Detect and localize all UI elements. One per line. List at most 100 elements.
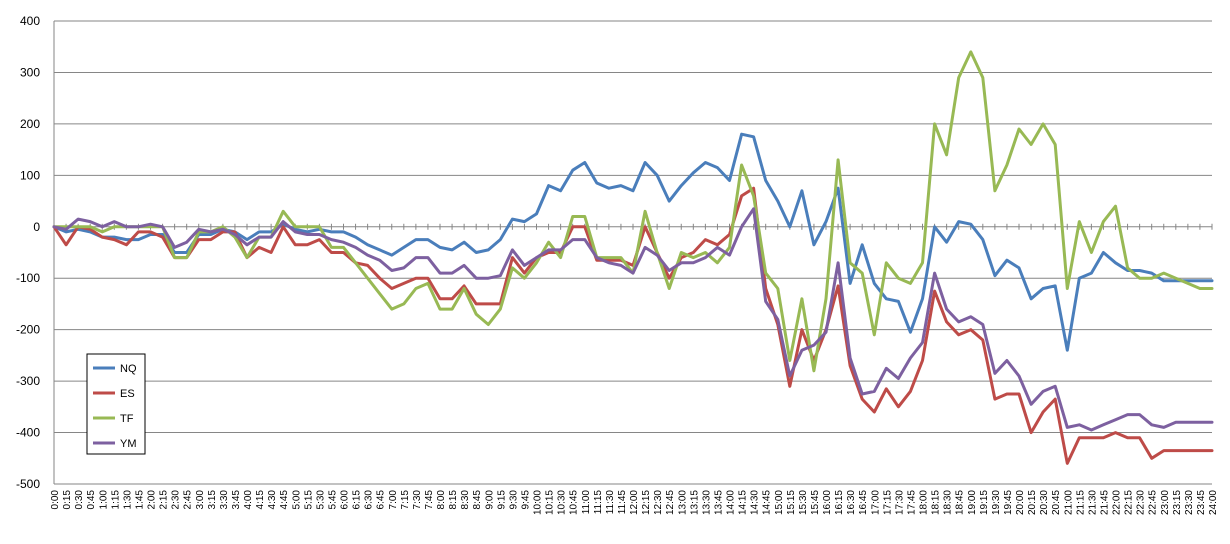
y-tick-label: -500 [16,477,40,491]
x-tick-label: 18:00 [919,490,930,515]
legend-label-ym: YM [120,438,137,450]
x-tick-label: 5:45 [327,490,338,510]
x-tick-label: 22:00 [1112,490,1123,515]
y-tick-label: -400 [16,426,40,440]
x-tick-label: 13:15 [689,490,700,515]
x-tick-label: 0:00 [50,490,61,510]
series-lines [52,50,1214,465]
x-tick-label: 11:15 [593,490,604,515]
x-tick-label: 20:15 [1027,490,1038,515]
x-tick-label: 4:30 [267,490,278,510]
gridlines [54,20,1212,485]
x-tick-label: 6:00 [340,490,351,510]
x-tick-label: 5:00 [291,490,302,510]
x-axis-tick-labels: 0:00 0:15 0:30 0:45 1:00 1:15 1:30 1:45 2:00 2:15… [50,490,1219,515]
x-tick-label: 21:30 [1087,490,1098,515]
x-tick-label: 17:30 [894,490,905,515]
x-tick-label: 2:30 [171,490,182,510]
x-tick-label: 5:30 [315,490,326,510]
y-tick-label: 0 [33,220,40,234]
x-tick-label: 14:15 [738,490,749,515]
x-tick-label: 15:15 [786,490,797,515]
x-tick-label: 1:00 [98,490,109,510]
x-tick-label: 17:00 [870,490,881,515]
y-axis-tick-labels: 400 300 200 100 0 -100 -200 -300 -400 -500 [16,14,40,491]
x-tick-label: 21:00 [1063,490,1074,515]
legend-label-es: ES [120,388,135,400]
x-tick-label: 18:45 [955,490,966,515]
x-tick-label: 10:15 [545,490,556,515]
x-tick-label: 3:00 [195,490,206,510]
x-tick-label: 6:30 [364,490,375,510]
x-tick-label: 11:00 [581,490,592,515]
y-tick-label: -300 [16,374,40,388]
x-tick-label: 13:45 [713,490,724,515]
x-tick-label: 7:15 [400,490,411,510]
x-tick-label: 15:00 [774,490,785,515]
x-tick-label: 10:00 [533,490,544,515]
x-tick-label: 3:45 [231,490,242,510]
x-tick-label: 19:00 [967,490,978,515]
x-tick-label: 6:45 [376,490,387,510]
x-tick-label: 21:15 [1075,490,1086,515]
x-tick-label: 22:30 [1136,490,1147,515]
x-tick-label: 17:15 [882,490,893,515]
x-tick-label: 16:00 [822,490,833,515]
x-tick-label: 14:30 [750,490,761,515]
x-tick-label: 19:15 [979,490,990,515]
x-tick-label: 12:30 [653,490,664,515]
x-tick-label: 8:45 [472,490,483,510]
x-tick-label: 3:30 [219,490,230,510]
x-tick-label: 8:30 [460,490,471,510]
x-tick-label: 18:30 [943,490,954,515]
x-tick-label: 3:15 [207,490,218,510]
x-tick-label: 1:15 [110,490,121,510]
x-tick-label: 11:45 [617,490,628,515]
x-tick-label: 23:15 [1172,490,1183,515]
x-tick-label: 9:30 [508,490,519,510]
x-tick-label: 16:15 [834,490,845,515]
legend: NQ ES TF YM [86,353,146,455]
x-tick-label: 14:45 [762,490,773,515]
x-tick-label: 15:30 [798,490,809,515]
x-tick-label: 10:30 [557,490,568,515]
x-tick-label: 17:45 [906,490,917,515]
y-tick-label: 200 [20,117,40,131]
x-tick-label: 20:30 [1039,490,1050,515]
y-tick-label: -200 [16,323,40,337]
x-tick-label: 12:00 [629,490,640,515]
series-line-nq [52,132,1214,352]
series-line-ym [52,207,1214,432]
x-tick-label: 20:45 [1051,490,1062,515]
x-tick-label: 16:30 [846,490,857,515]
y-tick-label: 400 [20,14,40,28]
x-tick-label: 4:15 [255,490,266,510]
x-tick-label: 22:45 [1148,490,1159,515]
x-tick-label: 9:15 [496,490,507,510]
x-tick-label: 14:00 [726,490,737,515]
x-tick-label: 2:00 [147,490,158,510]
x-tick-label: 11:30 [605,490,616,515]
x-axis [53,21,1213,484]
x-tick-label: 12:45 [665,490,676,515]
x-tick-label: 23:30 [1184,490,1195,515]
x-tick-label: 9:45 [520,490,531,510]
y-tick-label: 100 [20,168,40,182]
x-tick-label: 6:15 [352,490,363,510]
series-line-tf [52,50,1214,373]
x-tick-label: 13:30 [701,490,712,515]
legend-label-nq: NQ [120,363,137,375]
x-tick-label: 16:45 [858,490,869,515]
x-tick-label: 0:30 [74,490,85,510]
x-tick-label: 18:15 [931,490,942,515]
x-tick-label: 0:45 [86,490,97,510]
x-tick-label: 12:15 [641,490,652,515]
x-tick-label: 7:30 [412,490,423,510]
x-tick-label: 9:00 [484,490,495,510]
y-tick-label: -100 [16,271,40,285]
y-tick-label: 300 [20,65,40,79]
x-tick-label: 8:15 [448,490,459,510]
x-tick-label: 19:30 [991,490,1002,515]
x-tick-label: 0:15 [62,490,73,510]
